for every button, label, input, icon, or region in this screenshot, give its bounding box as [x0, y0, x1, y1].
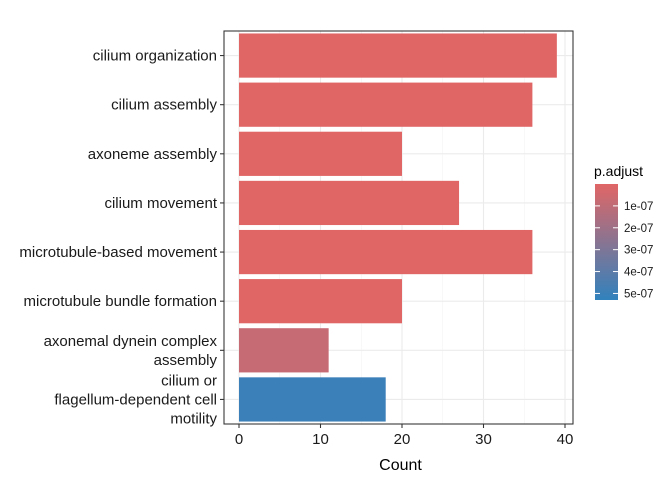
y-tick-label-line: motility — [170, 410, 217, 427]
x-tick-label: 40 — [557, 431, 574, 448]
y-tick-label: axonemal dynein complex assembly — [44, 333, 218, 369]
bar — [239, 33, 557, 78]
y-tick-label-line: axoneme assembly — [88, 146, 218, 163]
bar — [239, 377, 386, 422]
y-tick-label-line: cilium movement — [104, 195, 217, 212]
y-tick-label: cilium assembly — [111, 97, 217, 114]
panel-border — [223, 30, 574, 425]
legend-label: 3e-07 — [624, 245, 653, 257]
colorbar — [595, 184, 618, 300]
x-axis: 0 10 20 30 40 — [235, 424, 574, 448]
x-axis-title: Count — [379, 457, 422, 474]
y-tick-label-line: axonemal dynein complex — [44, 333, 218, 350]
legend-label: 4e-07 — [624, 267, 653, 279]
x-tick-label: 10 — [312, 431, 329, 448]
bar — [239, 328, 329, 373]
bar — [239, 180, 460, 226]
x-tick-label: 30 — [475, 431, 492, 448]
bar — [239, 229, 533, 275]
color-legend: p.adjust 1e-07 2e-07 3e-07 4e-07 5e-07 — [594, 163, 653, 300]
legend-label: 2e-07 — [624, 223, 653, 235]
x-tick-label: 0 — [235, 431, 243, 448]
legend-title: p.adjust — [594, 163, 643, 179]
x-tick-label: 20 — [394, 431, 411, 448]
bars — [239, 33, 557, 422]
y-tick-label-line: cilium organization — [93, 48, 217, 65]
y-tick-label-line: assembly — [154, 352, 218, 369]
y-tick-label: microtubule-based movement — [19, 244, 217, 261]
y-tick-label: microtubule bundle formation — [24, 293, 217, 310]
y-tick-label-line: cilium or — [161, 372, 217, 389]
bar — [239, 131, 402, 176]
bar — [239, 279, 402, 324]
y-tick-label: cilium or flagellum-dependent cell motilit… — [54, 372, 217, 427]
y-tick-label-line: microtubule bundle formation — [24, 293, 217, 310]
y-tick-label-line: cilium assembly — [111, 97, 217, 114]
y-tick-label: cilium movement — [104, 195, 217, 212]
y-tick-label: cilium organization — [93, 48, 217, 65]
legend-label: 1e-07 — [624, 201, 653, 213]
y-tick-label-line: microtubule-based movement — [19, 244, 217, 261]
y-axis: cilium organization cilium assembly axonem… — [19, 48, 224, 427]
y-tick-label-line: flagellum-dependent cell — [54, 391, 217, 408]
legend-label: 5e-07 — [624, 288, 653, 300]
y-tick-label: axoneme assembly — [88, 146, 218, 163]
bar — [239, 82, 533, 127]
